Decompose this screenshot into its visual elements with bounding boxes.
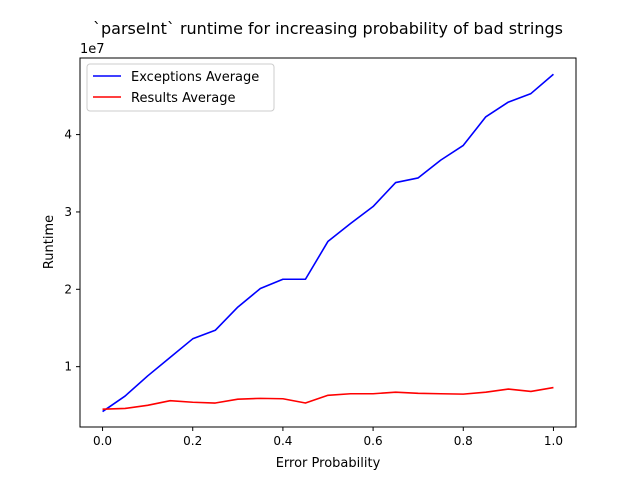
x-tick-label: 0.6 [364,434,383,448]
x-tick-label: 0.2 [183,434,202,448]
chart-title: `parseInt` runtime for increasing probab… [93,19,563,38]
legend: Exceptions Average Results Average [86,63,275,112]
x-axis-label: Error Probability [276,456,381,471]
legend-label-exceptions: Exceptions Average [131,70,259,85]
y-offset-label: 1e7 [80,42,105,57]
y-tick-label: 1 [64,360,72,374]
y-tick-label: 2 [64,282,72,296]
plot-frame [79,57,577,428]
plot-lines [102,73,554,413]
legend-box [86,63,275,112]
legend-label-results: Results Average [131,91,235,106]
series-line-results [102,386,554,411]
axis-ticks: 0.0 0.2 0.4 0.6 0.8 1.0 1 2 3 4 [64,128,563,448]
x-tick-label: 0.4 [273,434,292,448]
x-tick-label: 1.0 [544,434,563,448]
y-axis-label: Runtime [42,215,57,269]
y-tick-label: 4 [64,128,72,142]
x-tick-label: 0.0 [93,434,112,448]
series-line-exceptions [102,73,554,413]
x-tick-label: 0.8 [454,434,473,448]
y-tick-label: 3 [64,205,72,219]
